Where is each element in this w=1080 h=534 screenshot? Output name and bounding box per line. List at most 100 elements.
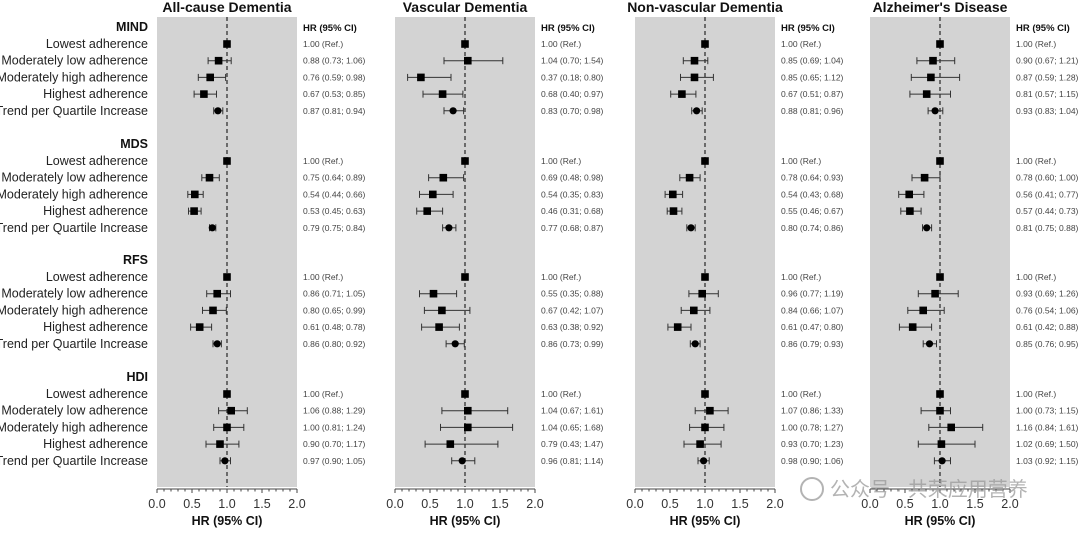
trend-point (214, 107, 222, 115)
hr-point (698, 289, 706, 298)
x-tick-label: 0.0 (626, 497, 643, 511)
x-axis-title: HR (95% CI) (670, 514, 741, 528)
hr-ci-value: 0.67 (0.42; 1.07) (541, 305, 604, 315)
hr-point (464, 406, 472, 415)
row-label: Moderately low adherence (1, 287, 148, 301)
hr-ci-value: 0.87 (0.59; 1.28) (1016, 72, 1079, 82)
row-label: Trend per Quartile Increase (0, 454, 148, 468)
hr-point (223, 40, 231, 48)
hr-point (195, 323, 204, 331)
row-label: Moderately low adherence (1, 404, 148, 418)
hr-point (920, 173, 929, 182)
hr-point (696, 440, 704, 448)
column-header: HR (95% CI) (541, 23, 595, 34)
x-tick-label: 2.0 (526, 497, 543, 511)
hr-point (906, 207, 914, 215)
hr-point (931, 289, 939, 298)
x-tick-label: 2.0 (288, 497, 305, 511)
hr-ci-value: 1.00 (Ref.) (303, 156, 343, 166)
row-label: Lowest adherence (46, 154, 148, 168)
forest-panel: Vascular Dementia HR (95% CI) 1.00 (Ref.) 1… (386, 0, 603, 528)
hr-point (937, 440, 946, 448)
group-label: RFS (123, 253, 148, 267)
hr-point (216, 440, 224, 448)
hr-ci-value: 1.00 (Ref.) (303, 272, 343, 282)
row-label: Highest adherence (43, 204, 148, 218)
hr-ci-value: 0.53 (0.45; 0.63) (303, 206, 366, 216)
trend-point (208, 224, 216, 232)
column-header: HR (95% CI) (303, 23, 357, 34)
trend-point (925, 340, 934, 348)
trend-point (691, 340, 699, 348)
hr-point (191, 190, 199, 199)
hr-point (446, 440, 455, 448)
row-label: Moderately high adherence (0, 420, 148, 434)
hr-point (200, 90, 208, 98)
hr-ci-value: 0.96 (0.77; 1.19) (781, 289, 844, 299)
hr-point (223, 390, 231, 398)
hr-ci-value: 1.04 (0.65; 1.68) (541, 422, 604, 432)
hr-point (429, 190, 437, 199)
hr-ci-value: 1.00 (Ref.) (781, 39, 821, 49)
hr-ci-value: 0.61 (0.48; 0.78) (303, 322, 366, 332)
hr-ci-value: 0.88 (0.73; 1.06) (303, 56, 366, 66)
row-label: Moderately high adherence (0, 187, 148, 201)
wechat-logo-icon (800, 477, 824, 501)
hr-point (429, 289, 438, 298)
hr-ci-value: 0.80 (0.74; 0.86) (781, 223, 844, 233)
hr-point (919, 306, 927, 315)
hr-point (213, 289, 221, 298)
trend-point (700, 457, 708, 465)
row-label: Moderately high adherence (0, 70, 148, 84)
hr-ci-value: 0.98 (0.90; 1.06) (781, 456, 844, 466)
hr-ci-value: 1.00 (Ref.) (1016, 272, 1056, 282)
hr-point (685, 173, 694, 182)
hr-ci-value: 0.93 (0.70; 1.23) (781, 439, 844, 449)
hr-ci-value: 0.86 (0.71; 1.05) (303, 289, 366, 299)
hr-point (936, 406, 944, 415)
hr-ci-value: 0.93 (0.83; 1.04) (1016, 106, 1079, 116)
hr-point (690, 56, 699, 65)
hr-ci-value: 0.67 (0.51; 0.87) (781, 89, 844, 99)
row-label: Lowest adherence (46, 270, 148, 284)
hr-point (190, 207, 198, 215)
hr-ci-value: 1.00 (Ref.) (781, 156, 821, 166)
column-header: HR (95% CI) (1016, 23, 1070, 34)
trend-point (221, 457, 229, 465)
row-label: Moderately high adherence (0, 303, 148, 317)
x-tick-label: 1.5 (966, 497, 983, 511)
hr-ci-value: 0.61 (0.47; 0.80) (781, 322, 844, 332)
x-tick-label: 1.0 (931, 497, 948, 511)
row-label: Lowest adherence (46, 37, 148, 51)
hr-point (690, 73, 699, 82)
hr-ci-value: 0.54 (0.43; 0.68) (781, 189, 844, 199)
hr-point (678, 90, 686, 98)
hr-point (438, 306, 446, 315)
hr-point (706, 406, 714, 415)
hr-point (669, 190, 677, 199)
hr-ci-value: 1.06 (0.88; 1.29) (303, 406, 366, 416)
hr-ci-value: 0.96 (0.81; 1.14) (541, 456, 604, 466)
hr-ci-value: 1.00 (Ref.) (1016, 389, 1056, 399)
hr-ci-value: 0.90 (0.70; 1.17) (303, 439, 366, 449)
hr-point (223, 423, 231, 432)
hr-ci-value: 1.04 (0.67; 1.61) (541, 406, 604, 416)
hr-ci-value: 0.80 (0.65; 0.99) (303, 305, 366, 315)
hr-ci-value: 1.00 (Ref.) (1016, 39, 1056, 49)
row-label: Trend per Quartile Increase (0, 104, 148, 118)
hr-point (701, 423, 709, 432)
hr-ci-value: 0.83 (0.70; 0.98) (541, 106, 604, 116)
hr-ci-value: 0.55 (0.46; 0.67) (781, 206, 844, 216)
hr-ci-value: 0.68 (0.40; 0.97) (541, 89, 604, 99)
hr-ci-value: 1.03 (0.92; 1.15) (1016, 456, 1079, 466)
hr-ci-value: 1.00 (Ref.) (541, 156, 581, 166)
hr-point (223, 273, 231, 281)
hr-ci-value: 0.75 (0.64; 0.89) (303, 173, 366, 183)
hr-ci-value: 0.54 (0.35; 0.83) (541, 189, 604, 199)
hr-ci-value: 1.00 (Ref.) (1016, 156, 1056, 166)
x-tick-label: 0.5 (661, 497, 678, 511)
trend-point (923, 224, 931, 232)
group-label: MIND (116, 20, 148, 34)
hr-ci-value: 0.76 (0.54; 1.06) (1016, 305, 1079, 315)
trend-point (931, 107, 939, 115)
